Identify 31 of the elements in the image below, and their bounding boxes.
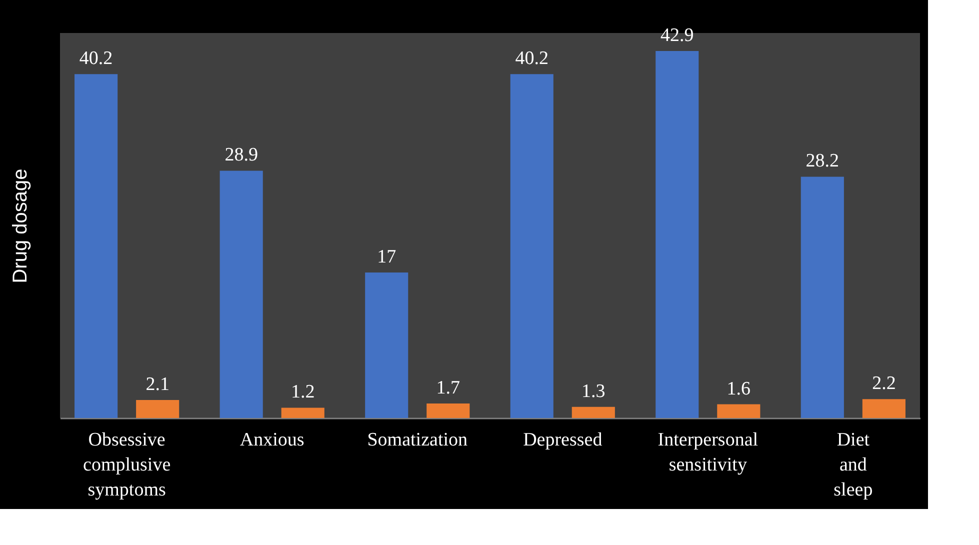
bar bbox=[220, 170, 263, 418]
data-label: 40.2 bbox=[515, 48, 548, 70]
x-tick-label: Diet and sleep bbox=[834, 430, 873, 500]
bar bbox=[281, 408, 324, 418]
bar bbox=[510, 74, 554, 418]
bar bbox=[656, 50, 699, 418]
data-label: 40.2 bbox=[79, 48, 113, 70]
x-tick-label: Somatization bbox=[367, 430, 468, 450]
data-label: 1.7 bbox=[436, 377, 460, 398]
bar bbox=[426, 403, 470, 418]
x-tick-label: Depressed bbox=[523, 430, 603, 450]
data-label: 2.1 bbox=[146, 374, 170, 396]
data-label: 1.6 bbox=[726, 378, 751, 400]
x-tick-label: Interpersonal sensitivity bbox=[658, 430, 758, 476]
data-label: 1.2 bbox=[290, 382, 315, 403]
data-label: 28.2 bbox=[806, 150, 840, 172]
bar bbox=[136, 400, 180, 418]
bar bbox=[365, 272, 408, 418]
bar bbox=[74, 74, 118, 418]
x-tick-label: Anxious bbox=[240, 430, 304, 450]
bar bbox=[717, 404, 760, 418]
data-label: 17 bbox=[377, 246, 396, 268]
data-label: 42.9 bbox=[660, 24, 694, 46]
y-axis-title: Drug dosage bbox=[10, 168, 32, 284]
data-label: 1.3 bbox=[582, 380, 606, 402]
data-label: 28.9 bbox=[224, 144, 258, 166]
bar bbox=[572, 406, 615, 418]
data-label: 2.2 bbox=[872, 373, 896, 394]
x-tick-label: Obsessive complusive symptoms bbox=[83, 430, 171, 500]
bar bbox=[800, 176, 844, 418]
bar bbox=[862, 399, 906, 418]
